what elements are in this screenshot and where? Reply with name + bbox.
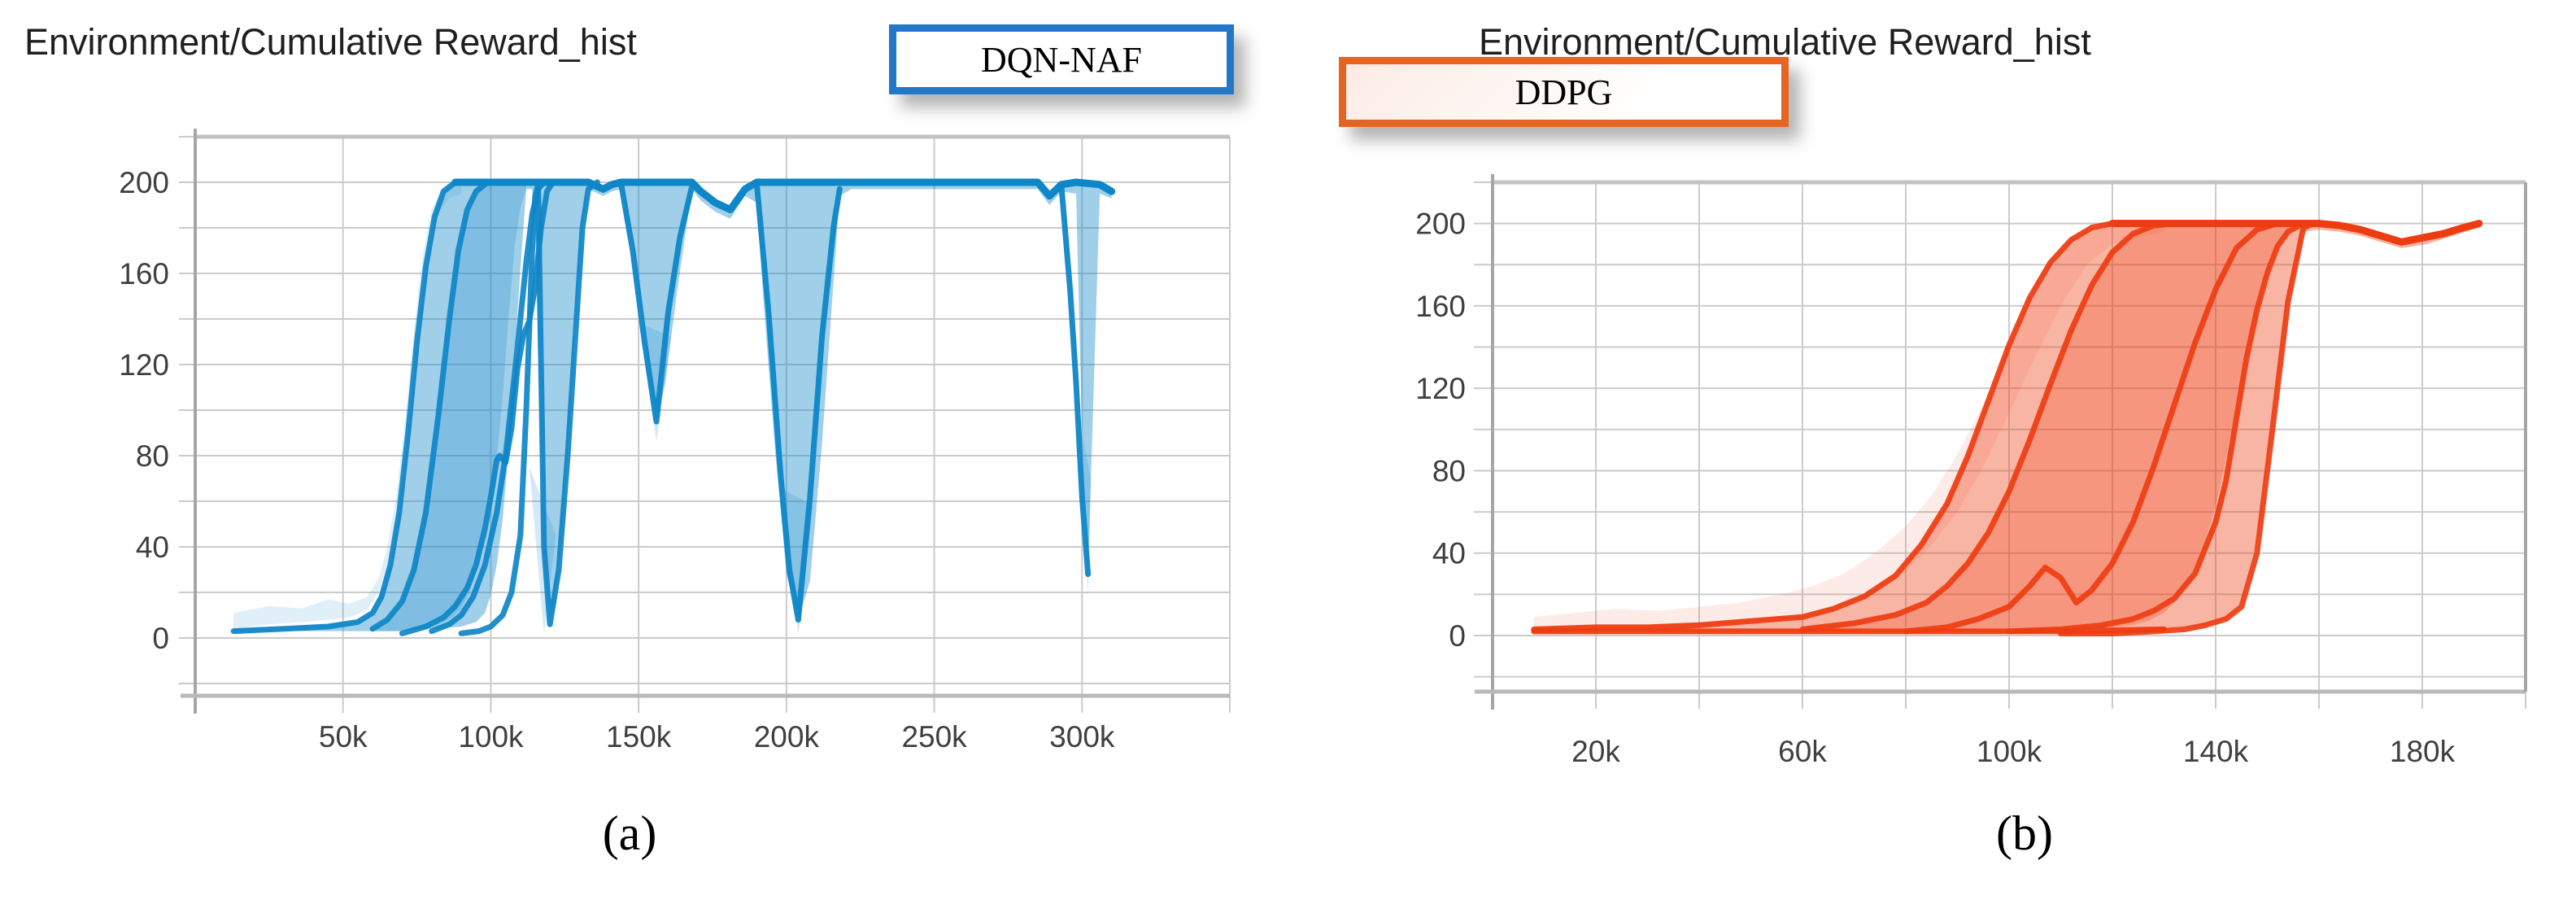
x-tick-140k: 140k bbox=[2183, 735, 2249, 768]
y-tick-160: 160 bbox=[119, 257, 169, 290]
chart-a: 0 40 80 120 160 200 50k 100k 150k 200k 250k 300k bbox=[119, 129, 1231, 754]
x-tick-300k: 300k bbox=[1049, 720, 1115, 754]
series-run-5 bbox=[2058, 221, 2317, 636]
y-tick-160: 160 bbox=[1415, 290, 1466, 323]
axes bbox=[181, 129, 1230, 714]
series-run-4 bbox=[2006, 221, 2307, 635]
series-inner-band bbox=[373, 182, 526, 631]
x-tick-200k: 200k bbox=[754, 720, 820, 754]
series bbox=[1531, 220, 2483, 636]
series-dip-302k-line bbox=[1058, 181, 1092, 578]
chart-b: 0 40 80 120 160 200 20k 60k 100k 140k 180k bbox=[1415, 174, 2527, 768]
panel-a: Environment/Cumulative Reward_hist DQN-N… bbox=[0, 0, 1277, 913]
caption-b: (b) bbox=[1996, 806, 2053, 860]
y-tick-80: 80 bbox=[136, 439, 169, 473]
panel-b: Environment/Cumulative Reward_hist DDPG … bbox=[1277, 0, 2576, 913]
x-tick-250k: 250k bbox=[901, 720, 967, 754]
series-plateau-line bbox=[451, 178, 1116, 214]
y-tick-40: 40 bbox=[136, 531, 169, 564]
x-tick-60k: 60k bbox=[1778, 735, 1827, 768]
chart-b-title: Environment/Cumulative Reward_hist bbox=[1479, 21, 2091, 63]
legend-ddpg-label: DDPG bbox=[1515, 72, 1613, 112]
y-tick-80: 80 bbox=[1432, 454, 1466, 487]
y-tick-0: 0 bbox=[1449, 619, 1466, 653]
series-dip-204k-line bbox=[754, 181, 843, 623]
legend-dqn-naf-label: DQN-NAF bbox=[981, 39, 1142, 80]
series-runs-union-band bbox=[1533, 223, 2479, 634]
x-tick-20k: 20k bbox=[1571, 735, 1620, 768]
series-run-5-vdip bbox=[458, 179, 600, 636]
legend-ddpg: DDPG bbox=[1339, 57, 1789, 127]
y-tick-200: 200 bbox=[1415, 208, 1466, 241]
series-run-1 bbox=[230, 179, 482, 635]
series-dip-156k-line bbox=[617, 179, 695, 425]
series-plateau-line bbox=[2108, 220, 2483, 246]
series-run-2 bbox=[369, 179, 491, 632]
y-tick-120: 120 bbox=[1415, 372, 1466, 405]
x-tick-100k: 100k bbox=[458, 720, 524, 754]
y-tick-200: 200 bbox=[119, 166, 169, 199]
y-tick-0: 0 bbox=[152, 622, 169, 655]
chart-a-title: Environment/Cumulative Reward_hist bbox=[24, 21, 637, 63]
series bbox=[230, 178, 1116, 636]
x-tick-50k: 50k bbox=[319, 720, 368, 754]
series-run-2 bbox=[1799, 221, 2177, 632]
y-tick-120: 120 bbox=[119, 348, 169, 382]
series-run-3-bump bbox=[1903, 221, 2281, 635]
series-inner-band bbox=[1802, 223, 2288, 631]
tick-labels: 0 40 80 120 160 200 50k 100k 150k 200k 250k 300k bbox=[119, 166, 1115, 754]
series-runs-union-band bbox=[233, 182, 1112, 634]
axes bbox=[1475, 174, 2527, 710]
series-run-1 bbox=[1531, 221, 2116, 632]
legend-dqn-naf: DQN-NAF bbox=[889, 24, 1234, 94]
x-tick-100k: 100k bbox=[1977, 735, 2042, 768]
y-tick-40: 40 bbox=[1432, 537, 1466, 570]
x-tick-180k: 180k bbox=[2390, 735, 2456, 768]
caption-a: (a) bbox=[602, 806, 657, 860]
series-run-3-step bbox=[399, 179, 556, 636]
tick-labels: 0 40 80 120 160 200 20k 60k 100k 140k 180k bbox=[1415, 208, 2455, 768]
x-tick-150k: 150k bbox=[606, 720, 672, 754]
